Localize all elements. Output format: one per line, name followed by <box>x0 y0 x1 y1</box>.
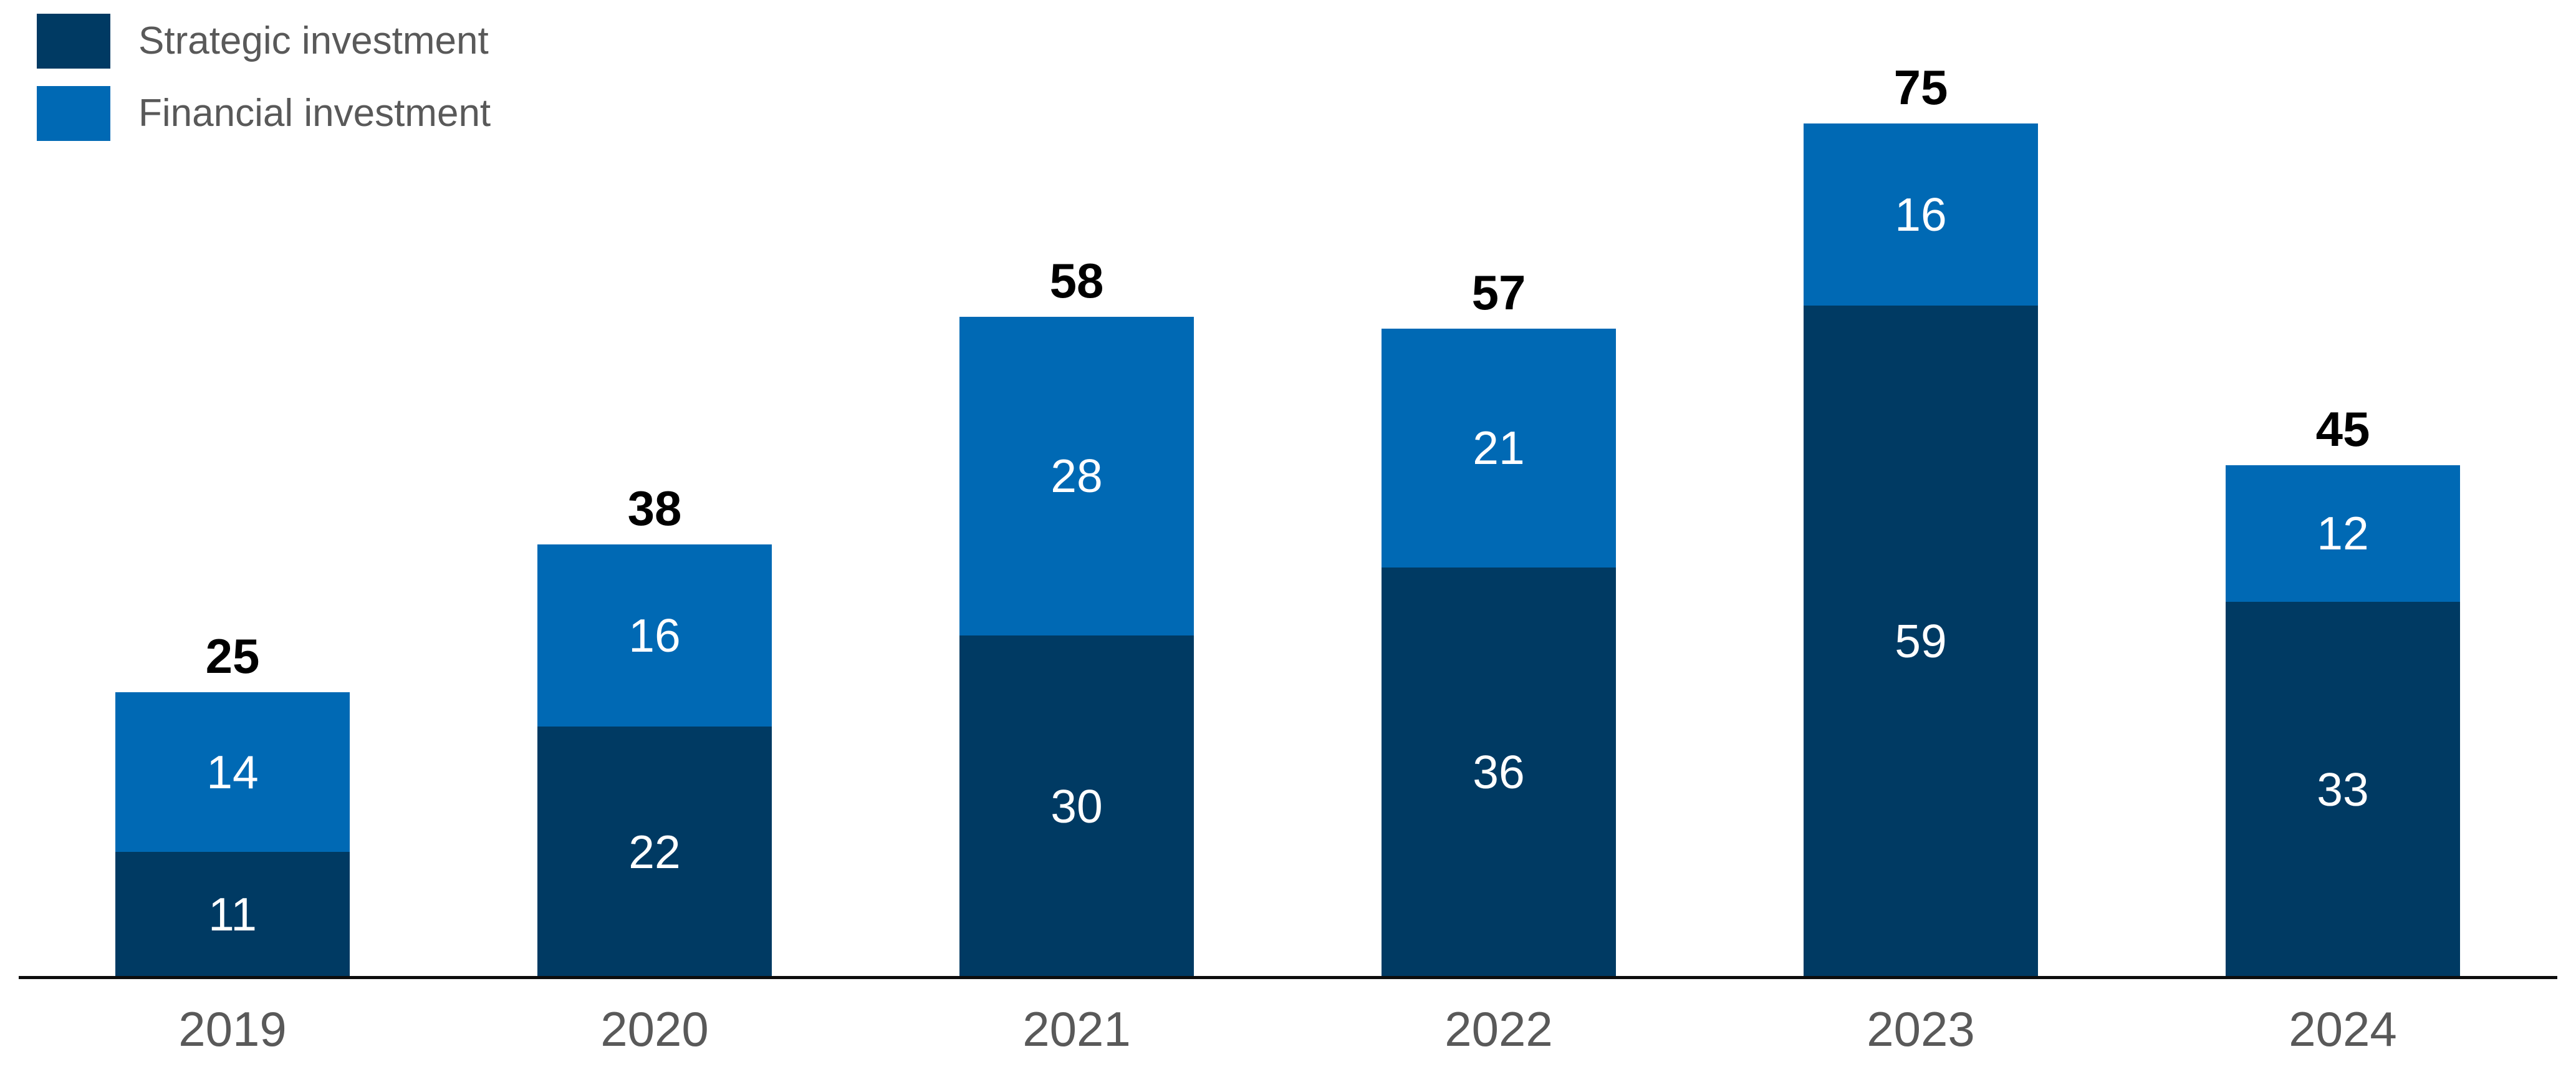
x-axis-line <box>19 976 2557 979</box>
legend-label-strategic: Strategic investment <box>138 19 489 62</box>
segment-value-strategic-2024: 33 <box>2317 763 2369 816</box>
segment-value-financial-2022: 21 <box>1473 422 1525 474</box>
bar-segment-financial-2021: 28 <box>959 317 1194 635</box>
bar-segment-strategic-2019: 11 <box>115 852 350 977</box>
segment-value-financial-2024: 12 <box>2317 507 2369 559</box>
bar-segment-strategic-2022: 36 <box>1382 568 1616 977</box>
total-label-2020: 38 <box>627 481 682 536</box>
category-label-2022: 2022 <box>1444 1002 1553 1056</box>
bar-segment-financial-2019: 14 <box>115 692 350 852</box>
bar-segment-strategic-2023: 59 <box>1804 306 2038 977</box>
bar-segment-strategic-2024: 33 <box>2226 602 2460 977</box>
category-label-2021: 2021 <box>1022 1002 1131 1056</box>
bar-segment-strategic-2021: 30 <box>959 635 1194 977</box>
category-label-2020: 2020 <box>600 1002 709 1056</box>
bar-segment-financial-2022: 21 <box>1382 329 1616 568</box>
legend-swatch-strategic <box>37 14 110 69</box>
total-label-2024: 45 <box>2315 402 2370 456</box>
segment-value-financial-2023: 16 <box>1895 188 1947 241</box>
bar-segment-financial-2024: 12 <box>2226 465 2460 602</box>
total-label-2023: 75 <box>1893 60 1948 115</box>
segment-value-strategic-2020: 22 <box>628 825 681 878</box>
total-label-2021: 58 <box>1049 253 1104 308</box>
legend-swatch-financial <box>37 86 110 141</box>
segment-value-financial-2020: 16 <box>628 609 681 662</box>
segment-value-financial-2021: 28 <box>1050 450 1103 502</box>
total-label-2022: 57 <box>1471 265 1526 320</box>
segment-value-strategic-2023: 59 <box>1895 615 1947 667</box>
segment-value-financial-2019: 14 <box>206 745 259 798</box>
category-label-2024: 2024 <box>2289 1002 2397 1056</box>
bar-segment-strategic-2020: 22 <box>537 727 772 977</box>
bar-segment-financial-2020: 16 <box>537 544 772 727</box>
legend-label-financial: Financial investment <box>138 92 491 135</box>
category-label-2019: 2019 <box>178 1002 287 1056</box>
segment-value-strategic-2021: 30 <box>1050 780 1103 833</box>
total-label-2019: 25 <box>205 629 260 683</box>
bar-segment-financial-2023: 16 <box>1804 123 2038 306</box>
segment-value-strategic-2022: 36 <box>1473 746 1525 798</box>
segment-value-strategic-2019: 11 <box>208 888 257 940</box>
category-label-2023: 2023 <box>1867 1002 1975 1056</box>
